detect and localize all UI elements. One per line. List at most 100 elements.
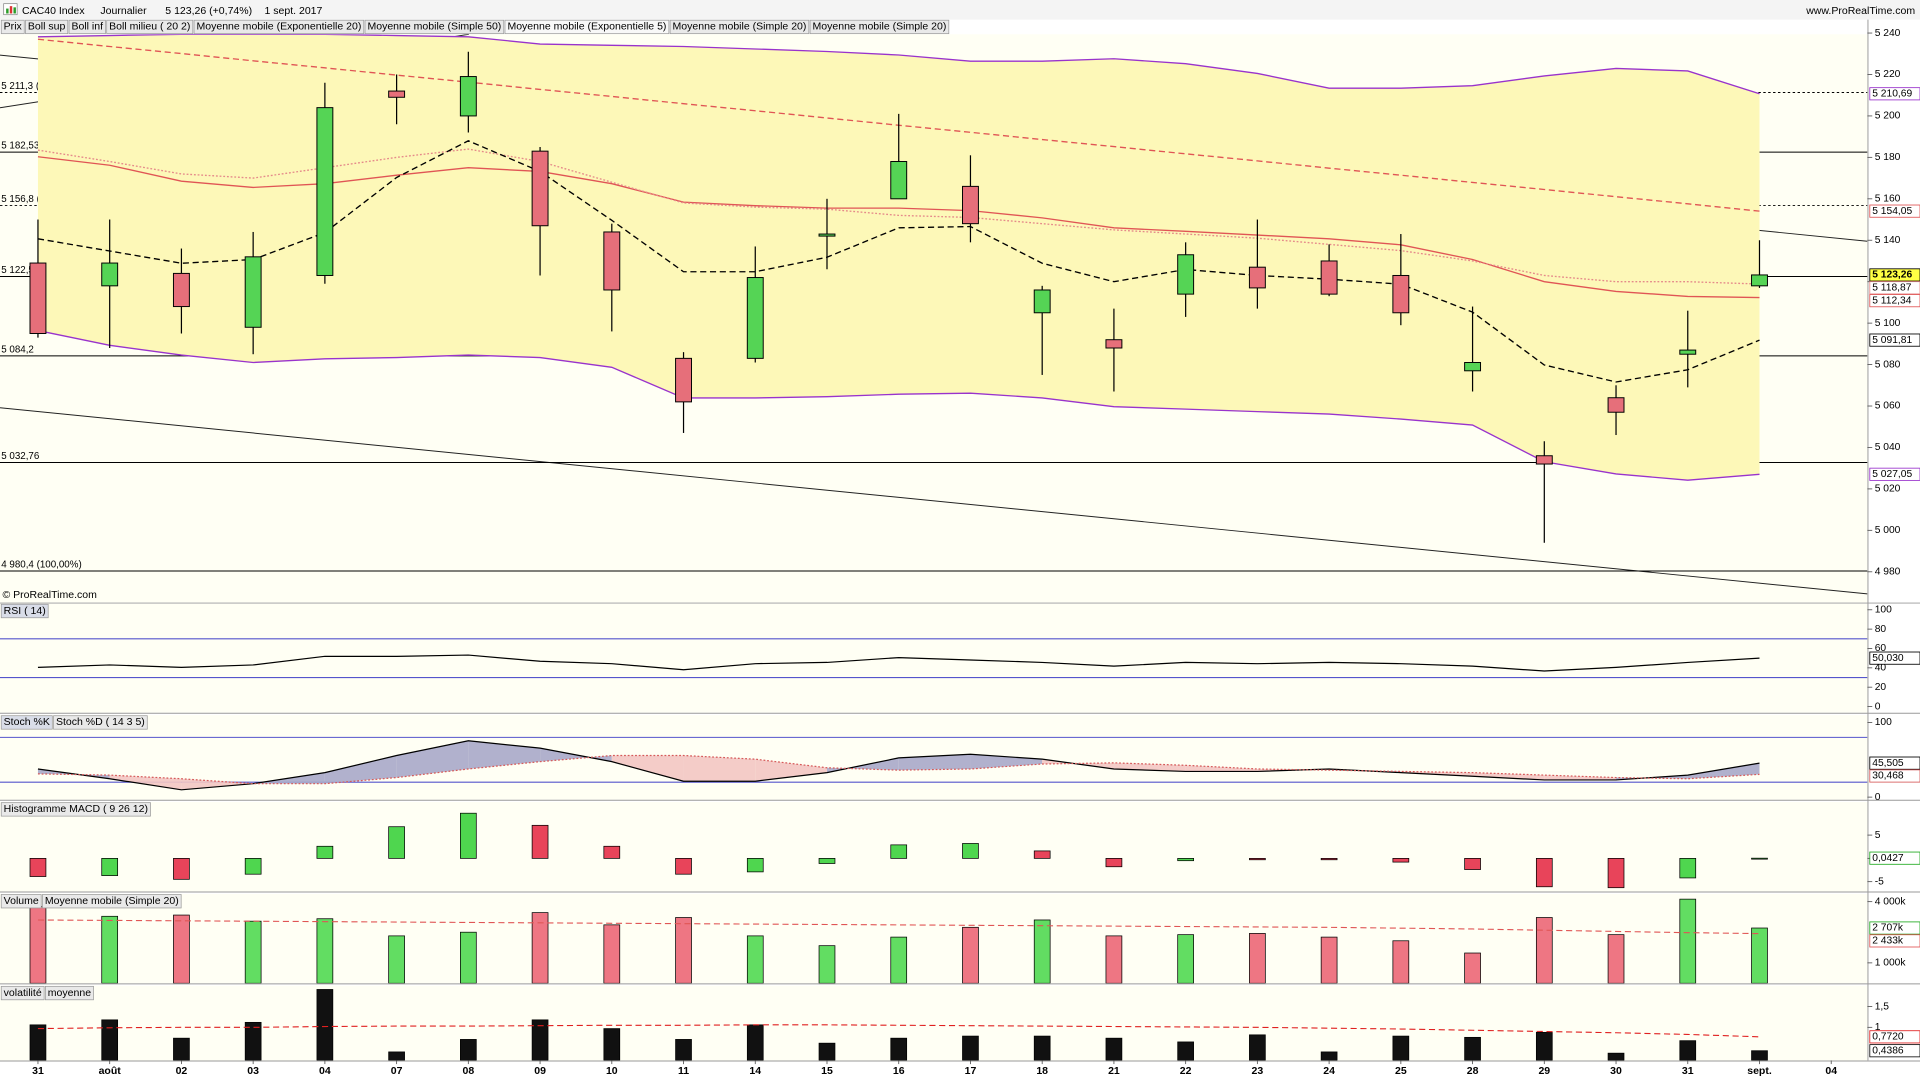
x-tick-label: 18 [1036,1065,1048,1077]
bar [388,935,405,984]
bar [1033,919,1051,984]
bar [173,914,190,984]
level-label: 5 182,53 [1,141,40,152]
legend-item: Moyenne mobile (Simple 50) [364,19,505,35]
bar [1033,1035,1051,1061]
y-tick-label: 4 000k [1875,896,1907,907]
last-value-label: 5 123,26 [1872,270,1912,281]
bar [1105,935,1123,984]
candle-body [1177,254,1195,295]
y-tick-label: 5 080 [1875,359,1901,370]
last-value: 5 154,05 [1869,204,1920,218]
chart-icon [3,3,18,16]
bar [1464,952,1481,984]
bar [1249,1034,1266,1061]
bar [244,920,262,984]
bar [1392,940,1410,984]
legend-box [364,19,505,35]
last-value-box [1869,1030,1920,1044]
y-tick-label: -5 [1875,876,1884,887]
last-value: 0,0427 [1869,851,1920,865]
last-value-box [1869,651,1920,665]
level-label: 5 032,76 [1,451,40,462]
bar [1679,858,1697,879]
legend-label: Moyenne mobile (Simple 20) [673,21,807,33]
legend-label: Moyenne mobile (Simple 20) [45,895,179,907]
x-tick-label: 09 [534,1065,546,1077]
bar [675,917,692,984]
last-value: 30,468 [1869,769,1920,783]
level-label: 5 084,2 [1,344,34,355]
candle-body [818,233,836,237]
y-tick-label: 100 [1875,604,1892,615]
bar [1320,1051,1338,1061]
last-price: 5 123,26 (+0,74%) [165,5,252,17]
candle-body [1607,397,1625,413]
x-tick-label: août [99,1065,122,1077]
y-tick-label: 5 060 [1875,401,1901,412]
bar [460,1039,477,1061]
bar [1679,898,1697,984]
candle-body [1105,339,1123,349]
y-tick-label: 0 [1875,792,1881,803]
legend-box [42,894,182,909]
bar [1535,858,1553,888]
panel-plot [29,989,1768,1061]
stoch-fill [1544,775,1617,780]
bar [1105,1037,1123,1061]
stoch-fill [898,754,971,771]
last-value: 5 091,81 [1869,333,1920,347]
candle-body [746,277,764,359]
legend-box [0,603,49,619]
series-line [37,740,1760,791]
copyright: © ProRealTime.com [2,589,97,601]
x-tick-label: 17 [965,1065,977,1077]
bar [675,1039,692,1061]
bar [1607,858,1625,889]
legend-label: Stoch %K [4,716,50,728]
bar [1320,858,1338,861]
stoch-fill [1257,768,1330,772]
bar [1679,1040,1697,1061]
bar [29,858,47,877]
trendline [0,407,1868,595]
last-value: 0,4386 [1869,1044,1920,1058]
candle-body [101,262,119,287]
last-value-box [1869,204,1920,218]
last-value: 2 433k [1869,934,1920,948]
bar [746,1024,764,1061]
legend-item: Boll sup [25,19,69,35]
last-value-label: 0,4386 [1872,1045,1904,1056]
bar [1535,1031,1553,1061]
last-value-box [1869,851,1920,865]
stoch-fill [1472,772,1545,780]
y-tick-label: 20 [1875,682,1887,693]
bar [388,1051,405,1061]
bar [890,1037,908,1061]
bar [1607,934,1625,984]
x-tick-label: 08 [462,1065,474,1077]
legend-item: Moyenne mobile (Simple 20) [42,894,182,909]
last-value-box [1869,769,1920,783]
y-tick-label: 5 100 [1875,318,1901,329]
bar [531,1019,549,1061]
legend-item: Moyenne mobile (Exponentielle 5) [504,19,670,35]
x-tick-label: 30 [1610,1065,1622,1077]
legend-label: Boll inf [71,21,103,33]
panel-plot [0,638,1868,679]
series-line [37,754,1760,785]
last-value-label: 2 707k [1872,923,1904,934]
legend-item: Prix [0,19,25,35]
bar [1177,934,1194,984]
series-line [37,148,1760,285]
level-label: 4 980,4 (100,00%) [1,559,81,570]
legend-box [0,802,151,817]
last-value-box [1869,333,1920,347]
legend-item: Stoch %K [0,715,53,730]
bar [1464,1036,1481,1061]
candle-body [890,161,908,200]
series-line [37,654,1760,672]
y-tick-label: 100 [1875,717,1892,728]
y-tick-label: 5 020 [1875,484,1901,495]
